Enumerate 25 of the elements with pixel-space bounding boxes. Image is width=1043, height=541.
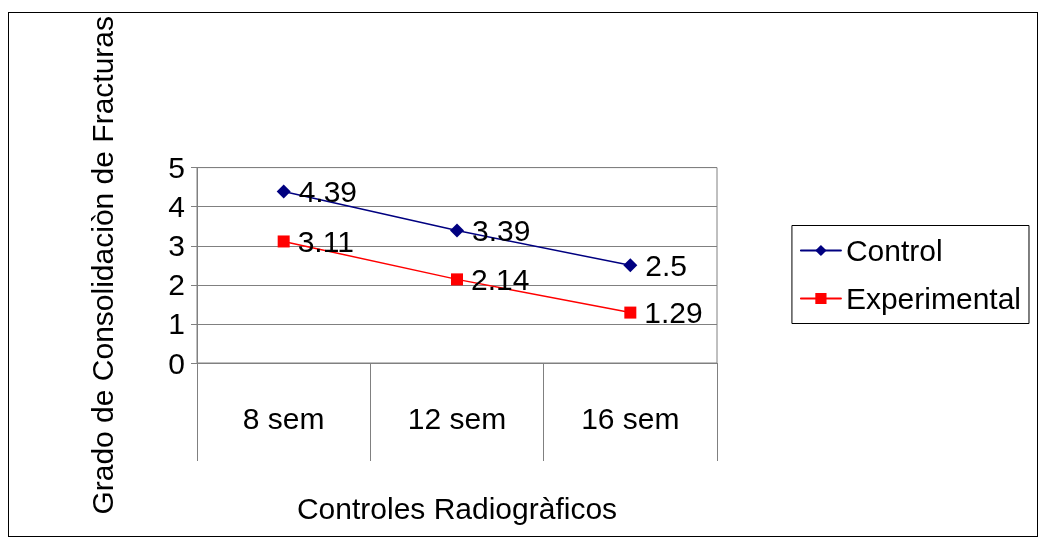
x-axis-title: Controles Radiogràficos [296, 491, 618, 525]
legend-label: Experimental [845, 282, 1021, 315]
y-tick-label: 1 [168, 307, 185, 341]
y-tick-label: 4 [168, 190, 185, 224]
data-label: 4.39 [298, 174, 358, 208]
y-tick-label: 0 [168, 346, 185, 380]
y-tick-label: 2 [168, 268, 185, 302]
x-tick-label: 8 sem [242, 401, 325, 435]
point [277, 235, 290, 248]
point [450, 223, 464, 238]
x-tick-label: 16 sem [581, 401, 680, 435]
x-tick-label: 12 sem [407, 401, 507, 435]
y-tick-label: 5 [168, 151, 185, 185]
data-label: 2.5 [645, 248, 688, 282]
data-label: 2.14 [471, 262, 530, 296]
data-label: 3.39 [472, 214, 531, 248]
y-axis-title: Grado de Consolidaciòn de Fracturas [85, 16, 119, 515]
y-tick-label: 3 [168, 229, 185, 263]
data-label: 3.11 [297, 224, 354, 258]
data-label: 1.29 [644, 296, 703, 330]
legend-label: Control [845, 234, 943, 267]
point [624, 306, 637, 319]
point [276, 184, 291, 199]
point [451, 273, 463, 286]
point [623, 258, 638, 273]
